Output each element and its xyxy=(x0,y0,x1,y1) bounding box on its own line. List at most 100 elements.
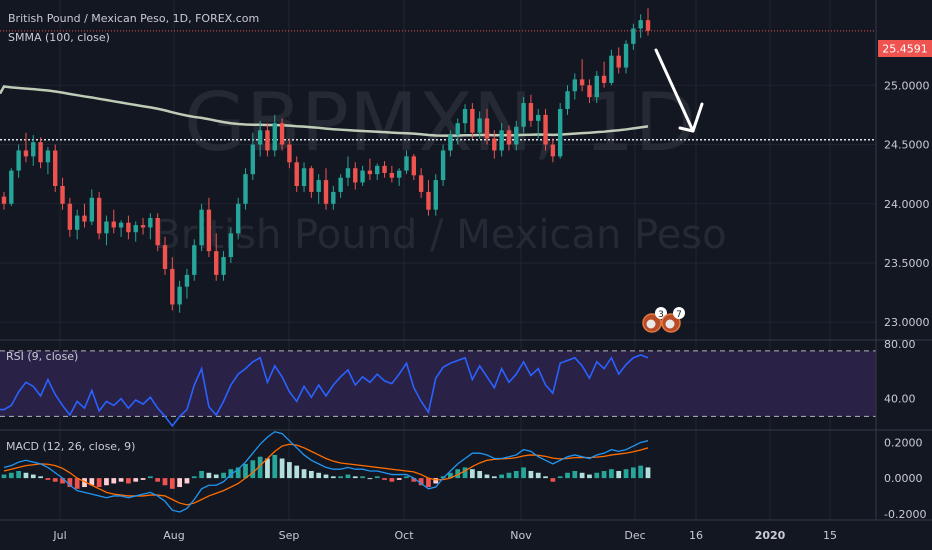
candle[interactable] xyxy=(272,114,277,157)
event-marker[interactable]: 7 xyxy=(661,307,685,333)
candle[interactable] xyxy=(440,144,446,186)
candle[interactable] xyxy=(345,156,351,186)
candle[interactable] xyxy=(616,47,621,74)
candle[interactable] xyxy=(235,197,241,240)
candle[interactable] xyxy=(126,215,131,240)
candle[interactable] xyxy=(396,168,402,186)
candle[interactable] xyxy=(60,177,65,210)
candle[interactable] xyxy=(528,94,534,127)
candle[interactable] xyxy=(579,59,585,92)
candle[interactable] xyxy=(257,120,263,157)
arrow-annotation[interactable] xyxy=(654,48,704,133)
candle[interactable] xyxy=(279,118,285,151)
candle[interactable] xyxy=(323,168,329,210)
candle[interactable] xyxy=(455,118,460,145)
candle[interactable] xyxy=(301,162,307,192)
candle[interactable] xyxy=(492,130,497,159)
candle[interactable] xyxy=(118,220,124,237)
candle[interactable] xyxy=(199,203,204,252)
chart-title[interactable]: British Pound / Mexican Peso, 1D, FOREX.… xyxy=(8,12,259,25)
candle[interactable] xyxy=(23,132,29,163)
candle[interactable] xyxy=(499,123,504,157)
candle[interactable] xyxy=(433,174,438,216)
candle[interactable] xyxy=(192,239,197,281)
candle[interactable] xyxy=(338,174,343,198)
candle[interactable] xyxy=(418,168,424,198)
candle[interactable] xyxy=(470,103,475,139)
candle[interactable] xyxy=(601,61,607,88)
candle[interactable] xyxy=(1,191,7,210)
rsi-legend[interactable]: RSI (9, close) xyxy=(6,350,78,363)
candle[interactable] xyxy=(214,233,219,281)
candle[interactable] xyxy=(572,73,578,100)
macd-histogram-bar xyxy=(60,478,65,484)
candle[interactable] xyxy=(565,85,570,115)
candle[interactable] xyxy=(38,137,43,169)
candle[interactable] xyxy=(265,123,270,157)
candle[interactable] xyxy=(294,156,299,192)
candle[interactable] xyxy=(609,49,614,86)
candle[interactable] xyxy=(367,158,373,181)
candle[interactable] xyxy=(645,8,651,36)
candle[interactable] xyxy=(631,23,636,50)
candle[interactable] xyxy=(506,125,512,151)
candle[interactable] xyxy=(184,268,190,299)
candle[interactable] xyxy=(309,165,314,198)
candle[interactable] xyxy=(243,168,248,210)
candle[interactable] xyxy=(360,165,365,186)
macd-histogram-bar xyxy=(338,476,344,479)
smma-legend[interactable]: SMMA (100, close) xyxy=(8,31,110,44)
macd-histogram-bar xyxy=(513,470,519,479)
candle[interactable] xyxy=(587,79,592,104)
candle[interactable] xyxy=(353,162,358,190)
candle[interactable] xyxy=(177,280,182,313)
candle[interactable] xyxy=(382,161,387,178)
candle[interactable] xyxy=(31,135,36,166)
candle[interactable] xyxy=(543,108,548,151)
candle[interactable] xyxy=(550,138,556,163)
candle[interactable] xyxy=(250,132,256,181)
last-price-tag: 25.4591 xyxy=(878,40,932,57)
candle[interactable] xyxy=(536,108,541,139)
candle[interactable] xyxy=(514,120,519,151)
candle[interactable] xyxy=(82,203,87,228)
candle[interactable] xyxy=(462,104,468,133)
candle[interactable] xyxy=(170,257,175,311)
candle[interactable] xyxy=(67,197,73,237)
candle[interactable] xyxy=(45,146,51,175)
candle[interactable] xyxy=(96,191,102,240)
candle[interactable] xyxy=(221,251,226,281)
candle[interactable] xyxy=(638,14,643,38)
candle[interactable] xyxy=(375,163,380,181)
candle[interactable] xyxy=(389,165,395,183)
macd-legend[interactable]: MACD (12, 26, close, 9) xyxy=(6,440,135,453)
candle[interactable] xyxy=(148,213,153,240)
candle[interactable] xyxy=(316,174,321,204)
candle[interactable] xyxy=(477,111,482,139)
candle[interactable] xyxy=(426,180,431,216)
candle[interactable] xyxy=(287,138,292,169)
candle[interactable] xyxy=(557,103,563,159)
candle[interactable] xyxy=(16,144,21,178)
candle[interactable] xyxy=(623,40,629,74)
candle[interactable] xyxy=(594,71,599,104)
candle[interactable] xyxy=(411,154,417,181)
candle[interactable] xyxy=(155,213,160,252)
candle[interactable] xyxy=(53,144,58,192)
candle[interactable] xyxy=(104,215,109,246)
candle[interactable] xyxy=(448,130,453,157)
candle[interactable] xyxy=(89,189,95,226)
candle[interactable] xyxy=(206,197,212,258)
candle[interactable] xyxy=(521,97,526,133)
candle[interactable] xyxy=(133,221,138,242)
candle[interactable] xyxy=(162,236,168,275)
event-marker[interactable]: 3 xyxy=(642,307,667,333)
candle[interactable] xyxy=(404,150,409,175)
candle[interactable] xyxy=(9,168,14,207)
candle[interactable] xyxy=(111,209,116,234)
candle[interactable] xyxy=(484,108,490,145)
candle[interactable] xyxy=(140,217,146,235)
candle[interactable] xyxy=(331,185,336,210)
candle[interactable] xyxy=(74,209,80,240)
candle[interactable] xyxy=(228,227,234,263)
